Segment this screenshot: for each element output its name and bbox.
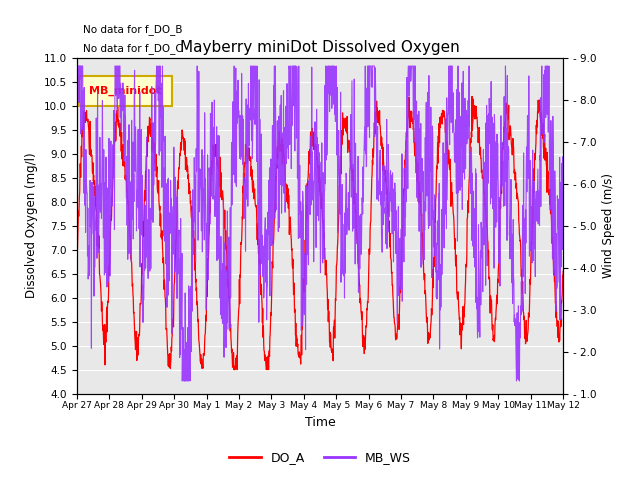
FancyBboxPatch shape <box>79 76 172 107</box>
Text: No data for f_DO_C: No data for f_DO_C <box>83 43 183 54</box>
Legend: DO_A, MB_WS: DO_A, MB_WS <box>224 446 416 469</box>
X-axis label: Time: Time <box>305 416 335 429</box>
Y-axis label: Dissolved Oxygen (mg/l): Dissolved Oxygen (mg/l) <box>26 153 38 299</box>
Title: Mayberry miniDot Dissolved Oxygen: Mayberry miniDot Dissolved Oxygen <box>180 40 460 55</box>
Y-axis label: Wind Speed (m/s): Wind Speed (m/s) <box>602 173 615 278</box>
Text: MB_minidot: MB_minidot <box>89 86 161 96</box>
Text: No data for f_DO_B: No data for f_DO_B <box>83 24 182 35</box>
